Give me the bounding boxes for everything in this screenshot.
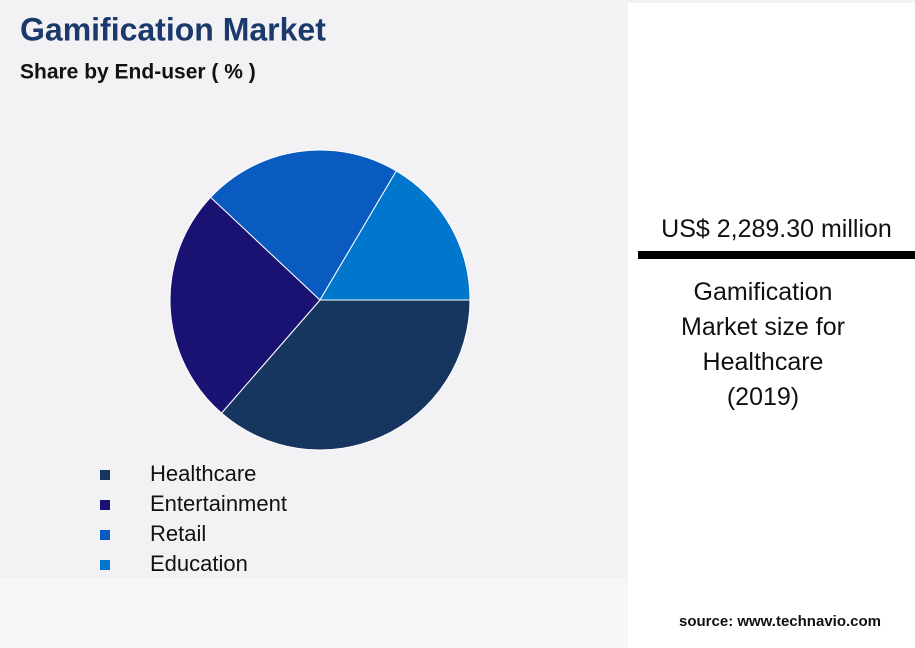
- legend-label: Retail: [150, 521, 206, 546]
- chart-subtitle: Share by End-user ( % ): [20, 61, 256, 84]
- legend-swatch: [100, 560, 110, 570]
- pie-slice: [220, 299, 471, 451]
- caption: Gamification Market size for Healthcare …: [681, 278, 845, 411]
- side-panel: US$ 2,289.30 million Gamification Market…: [628, 3, 915, 648]
- chart-title: Gamification Market: [20, 11, 326, 47]
- amount: US$ 2,289.30 million: [661, 215, 892, 243]
- legend-label: Education: [150, 551, 248, 576]
- legend-swatch: [100, 500, 110, 510]
- legend-label: Healthcare: [150, 461, 256, 486]
- legend-swatch: [100, 470, 110, 480]
- legend-label: Entertainment: [150, 491, 287, 516]
- pie-slice: [319, 170, 471, 301]
- divider: [638, 251, 915, 259]
- legend-swatch: [100, 530, 110, 540]
- background: [0, 578, 628, 648]
- chart: Gamification Market Share by End-user ( …: [20, 11, 471, 576]
- source: source: www.technavio.com: [679, 613, 881, 630]
- pie-slice: [169, 196, 321, 414]
- pie-slice: [209, 149, 398, 301]
